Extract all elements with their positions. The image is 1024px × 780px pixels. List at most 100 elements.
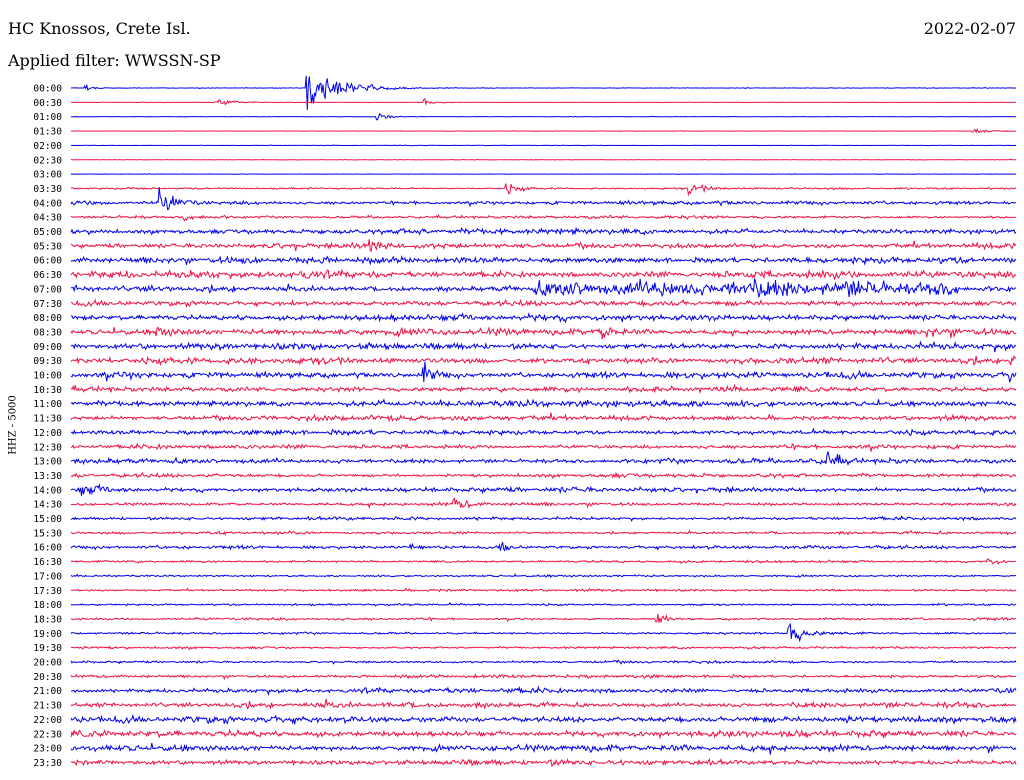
trace-row-1400 [70, 482, 1017, 496]
row-time-label: 06:00 [33, 256, 62, 267]
trace-row-0430 [70, 214, 1017, 222]
row-time-label: 13:00 [33, 457, 62, 468]
row-time-label: 14:30 [33, 500, 62, 511]
trace-row-1900 [70, 622, 1017, 643]
trace-row-0500 [70, 226, 1017, 236]
trace-row-0300 [70, 173, 1017, 175]
trace-row-2330 [70, 757, 1017, 768]
row-time-label: 08:00 [33, 313, 62, 324]
row-time-label: 22:30 [33, 729, 62, 740]
trace-row-1100 [70, 398, 1017, 409]
trace-row-0130 [70, 128, 1017, 134]
trace-row-0830 [70, 326, 1017, 340]
row-time-label: 11:00 [33, 399, 62, 410]
trace-row-1700 [70, 573, 1017, 579]
trace-row-0200 [70, 144, 1017, 147]
trace-row-1430 [70, 497, 1017, 510]
row-time-label: 16:00 [33, 543, 62, 554]
row-time-label: 11:30 [33, 414, 62, 425]
row-time-label: 09:30 [33, 356, 62, 367]
trace-row-1500 [70, 515, 1017, 522]
row-labels: 00:00 00:30 01:00 01:30 02:00 02:30 03:00 03:30… [33, 84, 62, 769]
row-time-label: 05:30 [33, 241, 62, 252]
trace-row-0600 [70, 255, 1017, 266]
trace-row-1300 [70, 451, 1017, 467]
row-time-label: 07:00 [33, 284, 62, 295]
trace-row-0030 [70, 98, 1017, 107]
trace-row-1530 [70, 529, 1017, 536]
row-time-label: 23:00 [33, 744, 62, 755]
row-time-label: 13:30 [33, 471, 62, 482]
row-time-label: 19:30 [33, 643, 62, 654]
row-time-label: 12:00 [33, 428, 62, 439]
row-time-label: 18:00 [33, 600, 62, 611]
trace-row-0330 [70, 183, 1017, 197]
trace-row-2000 [70, 659, 1017, 665]
trace-row-2200 [70, 713, 1017, 725]
row-time-label: 21:30 [33, 701, 62, 712]
trace-row-2300 [70, 742, 1017, 755]
trace-row-1000 [70, 361, 1017, 383]
trace-row-1730 [70, 587, 1017, 593]
row-time-label: 15:30 [33, 528, 62, 539]
trace-row-2100 [70, 685, 1017, 696]
row-time-label: 10:00 [33, 371, 62, 382]
trace-row-2130 [70, 698, 1017, 710]
trace-row-0100 [70, 112, 1017, 121]
row-time-label: 19:00 [33, 629, 62, 640]
seismic-traces [70, 75, 1017, 768]
row-time-label: 09:00 [33, 342, 62, 353]
trace-row-1130 [70, 412, 1017, 423]
row-time-label: 01:30 [33, 127, 62, 138]
trace-row-0400 [70, 187, 1017, 211]
row-time-label: 06:30 [33, 270, 62, 281]
row-time-label: 15:00 [33, 514, 62, 525]
row-time-label: 14:00 [33, 485, 62, 496]
row-time-label: 03:30 [33, 184, 62, 195]
trace-row-0800 [70, 312, 1017, 324]
row-time-label: 22:00 [33, 715, 62, 726]
trace-row-1030 [70, 383, 1017, 395]
trace-row-2030 [70, 673, 1017, 680]
trace-row-1600 [70, 541, 1017, 552]
trace-row-1330 [70, 471, 1017, 480]
row-time-label: 03:00 [33, 170, 62, 181]
trace-row-2230 [70, 728, 1017, 740]
trace-row-1200 [70, 427, 1017, 437]
row-time-label: 23:30 [33, 758, 62, 769]
trace-row-0000 [70, 75, 1017, 110]
row-time-label: 17:30 [33, 586, 62, 597]
row-time-label: 20:00 [33, 658, 62, 669]
row-time-label: 04:00 [33, 198, 62, 209]
trace-row-0530 [70, 239, 1017, 252]
filter-label: Applied filter: WWSSN-SP [8, 51, 221, 70]
trace-row-0900 [70, 340, 1017, 353]
station-title: HC Knossos, Crete Isl. [8, 19, 191, 38]
row-time-label: 12:30 [33, 442, 62, 453]
trace-row-0630 [70, 268, 1017, 281]
row-time-label: 02:00 [33, 141, 62, 152]
row-time-label: 07:30 [33, 299, 62, 310]
row-time-label: 16:30 [33, 557, 62, 568]
row-time-label: 18:30 [33, 614, 62, 625]
trace-row-1930 [70, 645, 1017, 651]
trace-row-1830 [70, 613, 1017, 623]
trace-row-0230 [70, 158, 1017, 161]
trace-row-1230 [70, 442, 1017, 452]
row-time-label: 04:30 [33, 213, 62, 224]
row-time-label: 17:00 [33, 571, 62, 582]
trace-row-0930 [70, 355, 1017, 367]
date-label: 2022-02-07 [923, 19, 1016, 38]
row-time-label: 01:00 [33, 112, 62, 123]
trace-row-0730 [70, 298, 1017, 308]
trace-row-1800 [70, 601, 1017, 607]
row-time-label: 05:00 [33, 227, 62, 238]
row-time-label: 20:30 [33, 672, 62, 683]
trace-row-1630 [70, 558, 1017, 565]
trace-row-0700 [70, 278, 1017, 298]
row-time-label: 21:00 [33, 686, 62, 697]
row-time-label: 00:30 [33, 98, 62, 109]
row-time-label: 10:30 [33, 385, 62, 396]
row-time-label: 00:00 [33, 84, 62, 95]
